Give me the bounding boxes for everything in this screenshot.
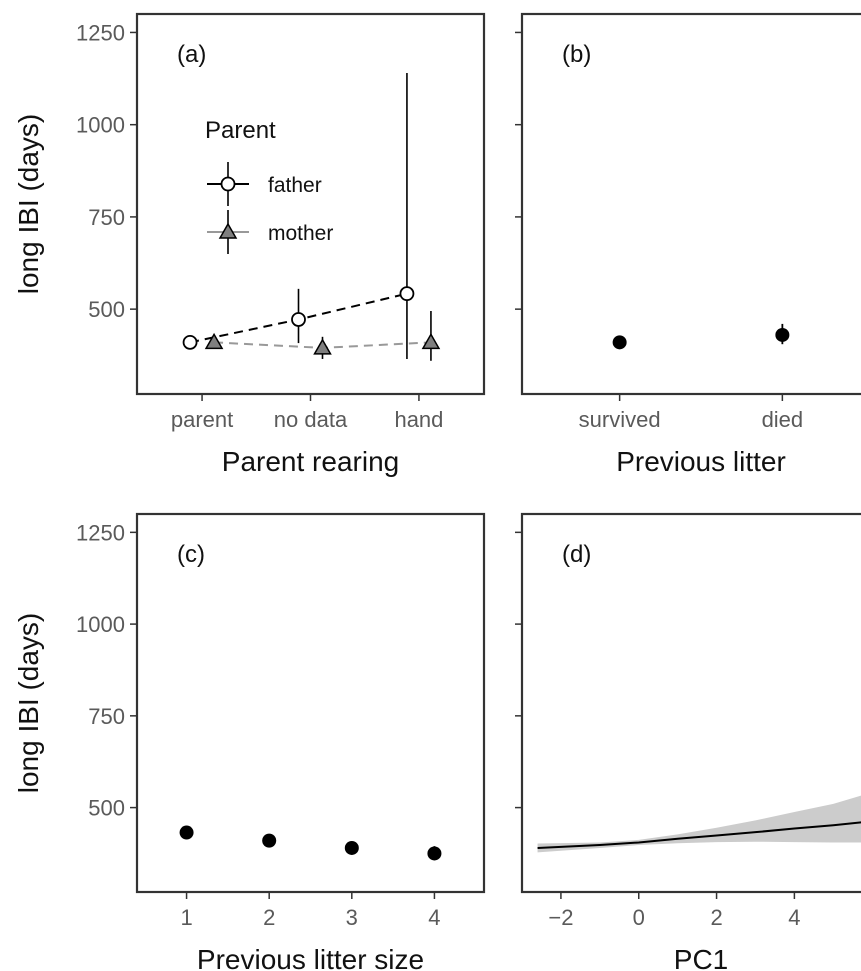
legend-marker	[218, 222, 238, 239]
legend-item-mother: mother	[207, 210, 333, 254]
data-point-mother	[421, 332, 441, 350]
x-tick-label: parent	[171, 407, 233, 432]
x-tick-label: 1	[180, 905, 192, 930]
data-point-mother	[313, 338, 332, 355]
x-tick-label: 2	[263, 905, 275, 930]
x-tick-label: 2	[710, 905, 722, 930]
x-axis-title: Parent rearing	[222, 446, 399, 477]
y-tick-label: 500	[88, 796, 125, 821]
data-point-father	[182, 334, 198, 350]
y-tick-label: 1250	[76, 20, 125, 45]
confidence-band	[537, 795, 861, 853]
x-tick-label: no data	[274, 407, 348, 432]
panel-label: (c)	[177, 541, 205, 568]
data-point	[612, 335, 627, 350]
x-tick-label: 4	[788, 905, 800, 930]
y-tick-label: 1000	[76, 612, 125, 637]
panel-label: (b)	[562, 41, 591, 68]
legend-label: father	[268, 174, 322, 197]
data-point-mother	[204, 332, 224, 350]
x-axis-title: Previous litter	[616, 446, 786, 477]
panel-frame	[520, 12, 861, 396]
data-point	[775, 327, 790, 342]
legend-label: mother	[268, 222, 333, 245]
data-point-father	[291, 312, 306, 327]
fit-group	[537, 795, 861, 853]
x-tick-label: 3	[346, 905, 358, 930]
panel-label: (d)	[562, 541, 591, 568]
x-tick-label: 0	[633, 905, 645, 930]
y-tick-label: 1000	[76, 113, 125, 138]
y-tick-label: 1250	[76, 520, 125, 545]
data-point	[344, 840, 359, 855]
fit-line	[537, 821, 861, 849]
y-axis-title: long IBI (days)	[13, 114, 44, 295]
x-tick-label: 4	[428, 905, 440, 930]
data-point	[179, 825, 194, 840]
x-tick-label: died	[762, 407, 804, 432]
legend-title: Parent	[205, 117, 276, 144]
y-tick-label: 500	[88, 297, 125, 322]
x-tick-label: −2	[548, 905, 573, 930]
y-tick-label: 750	[88, 704, 125, 729]
x-axis-title: Previous litter size	[197, 944, 424, 971]
panel-frame	[135, 512, 486, 894]
panel-label: (a)	[177, 41, 206, 68]
x-axis-title: PC1	[674, 944, 728, 971]
legend-marker	[220, 176, 236, 192]
y-axis-title: long IBI (days)	[13, 613, 44, 794]
x-tick-label: hand	[394, 407, 443, 432]
data-point	[262, 833, 277, 848]
y-tick-label: 750	[88, 205, 125, 230]
legend-item-father: father	[207, 162, 322, 206]
panel-frame	[520, 512, 861, 894]
data-point	[427, 846, 442, 861]
data-point-father	[399, 286, 415, 302]
x-tick-label: survived	[579, 407, 661, 432]
